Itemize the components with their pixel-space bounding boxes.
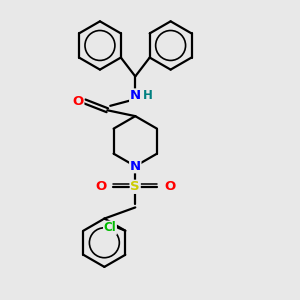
Text: N: N — [130, 89, 141, 102]
Text: O: O — [73, 95, 84, 108]
Text: S: S — [130, 180, 140, 193]
Text: Cl: Cl — [103, 221, 116, 234]
Text: O: O — [164, 180, 176, 193]
Text: N: N — [130, 160, 141, 173]
Text: O: O — [95, 180, 106, 193]
Text: H: H — [143, 89, 153, 102]
